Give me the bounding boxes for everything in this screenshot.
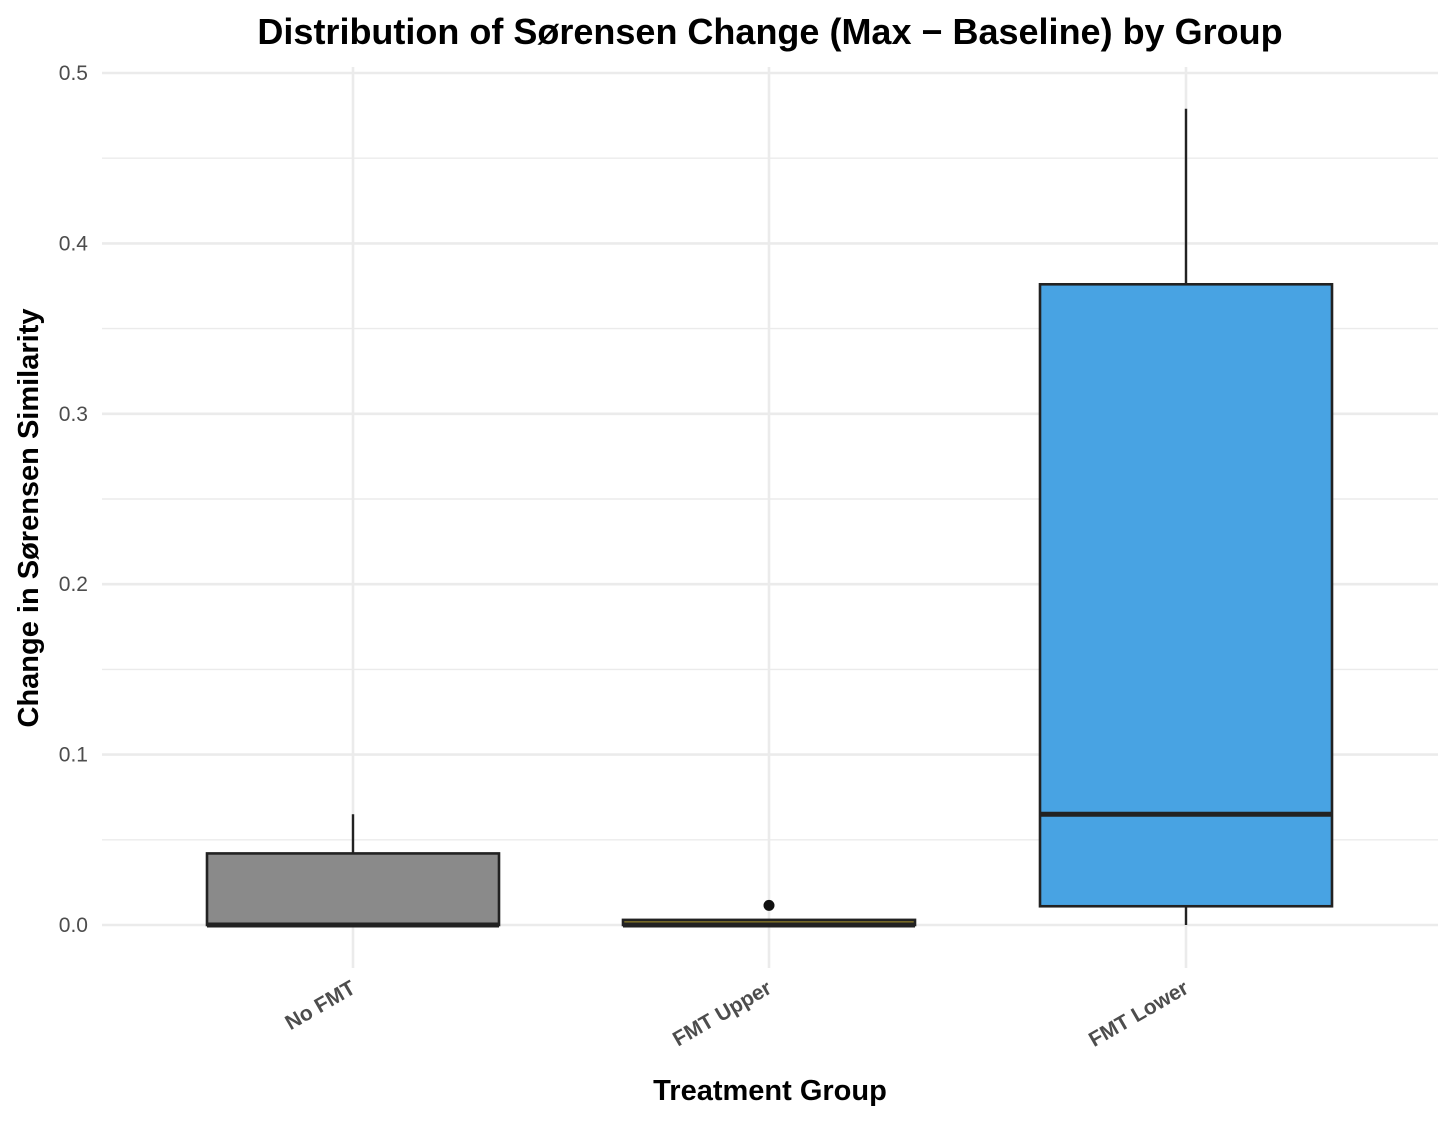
box-iqr [1038, 282, 1334, 908]
y-tick-label: 0.3 [59, 403, 88, 426]
x-tick-labels: No FMT FMT Upper FMT Lower [281, 976, 1192, 1051]
y-tick-label: 0.2 [59, 573, 88, 596]
box-group [621, 899, 917, 928]
box-group [205, 814, 501, 928]
y-axis-title: Change in Sørensen Similarity [13, 309, 45, 728]
boxes-layer [205, 108, 1334, 928]
y-tick-label: 0.0 [59, 914, 88, 937]
y-tick-label: 0.1 [59, 744, 88, 767]
box-iqr [205, 852, 501, 927]
y-tick-label: 0.5 [59, 62, 88, 85]
y-tick-label: 0.4 [59, 232, 89, 255]
x-tick-label: FMT Upper [669, 976, 775, 1051]
x-tick-label: No FMT [281, 976, 359, 1034]
x-tick-label: FMT Lower [1085, 976, 1192, 1051]
x-axis-title: Treatment Group [653, 1075, 887, 1107]
outlier-point [763, 899, 775, 911]
y-tick-labels: 0.0 0.1 0.2 0.3 0.4 0.5 [59, 62, 89, 937]
box-group [1038, 108, 1334, 925]
chart-title: Distribution of Sørensen Change (Max − B… [257, 11, 1282, 52]
